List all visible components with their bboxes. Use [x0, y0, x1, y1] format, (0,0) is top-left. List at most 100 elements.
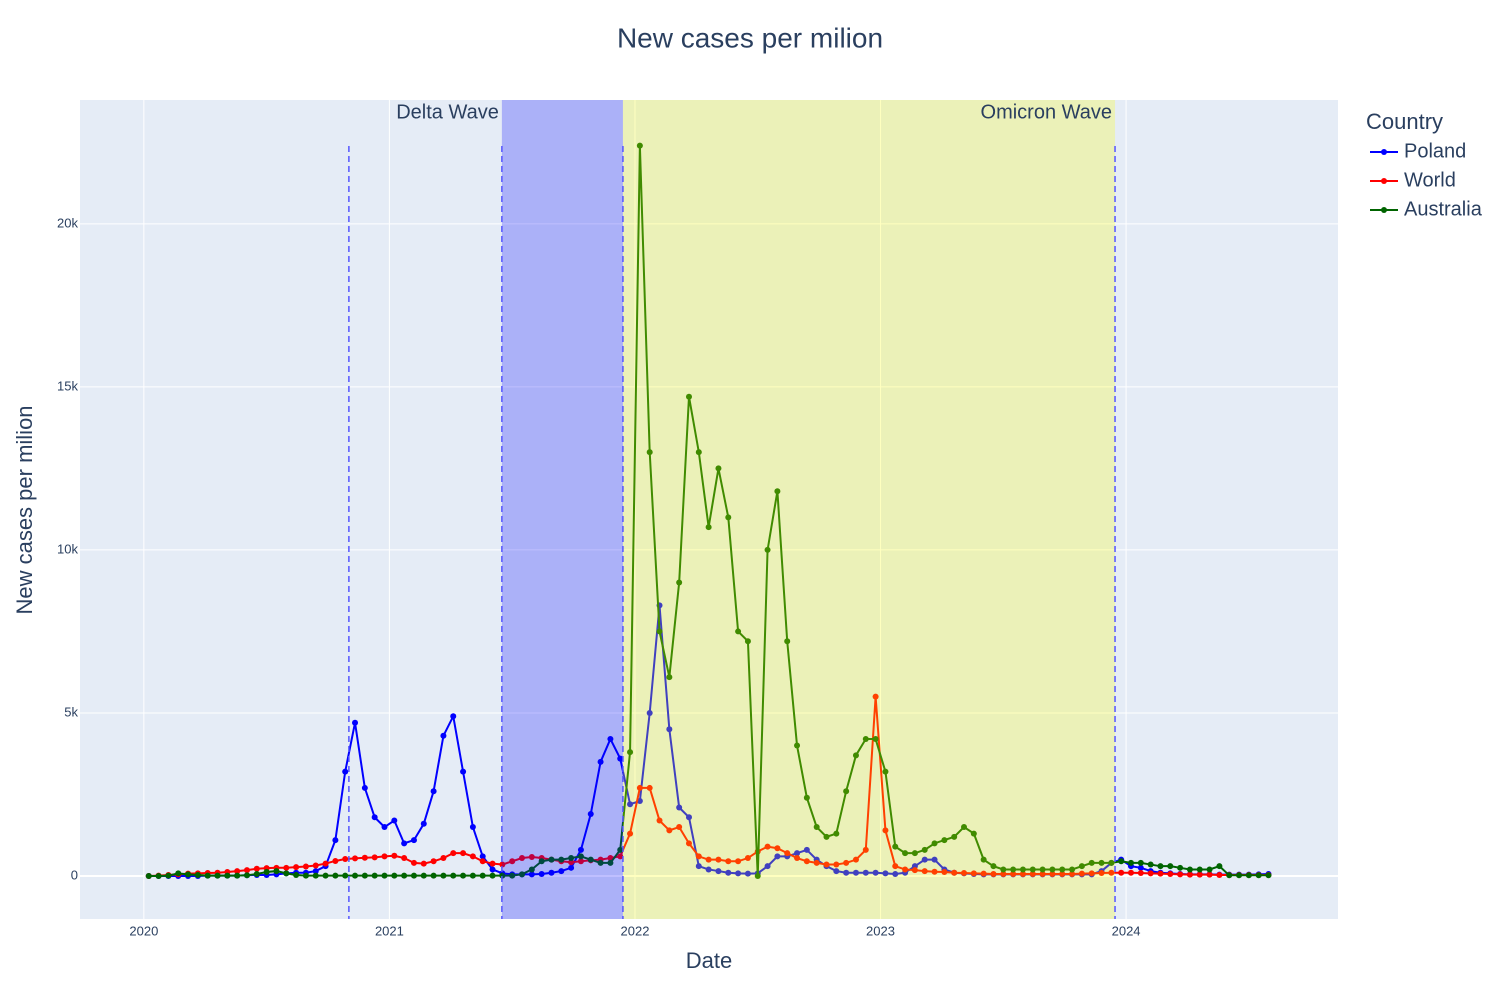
- data-point: [735, 870, 742, 877]
- data-point: [636, 784, 643, 791]
- data-point: [695, 853, 702, 860]
- data-point: [302, 872, 309, 879]
- data-point: [1186, 866, 1193, 873]
- data-point: [803, 846, 810, 853]
- data-point: [685, 814, 692, 821]
- data-point: [1127, 859, 1134, 866]
- data-point: [1049, 866, 1056, 873]
- legend-marker: [1381, 178, 1387, 184]
- data-point: [833, 861, 840, 868]
- data-point: [352, 719, 359, 726]
- data-point: [450, 713, 457, 720]
- data-point: [852, 869, 859, 876]
- data-point: [617, 853, 624, 860]
- data-point: [882, 827, 889, 834]
- y-tick-label: 20k: [57, 215, 78, 230]
- data-point: [1137, 870, 1144, 877]
- data-point: [685, 393, 692, 400]
- data-point: [1059, 871, 1066, 878]
- data-point: [1206, 866, 1213, 873]
- data-point: [528, 866, 535, 873]
- data-point: [1059, 866, 1066, 873]
- data-point: [1049, 871, 1056, 878]
- data-point: [862, 869, 869, 876]
- data-point: [676, 579, 683, 586]
- data-point: [155, 872, 162, 879]
- data-point: [460, 872, 467, 879]
- data-point: [1039, 871, 1046, 878]
- data-point: [676, 804, 683, 811]
- data-point: [1108, 869, 1115, 876]
- data-point: [911, 867, 918, 874]
- data-point: [234, 868, 241, 875]
- highlight-region: [501, 100, 623, 919]
- data-point: [754, 872, 761, 879]
- data-point: [204, 872, 211, 879]
- data-point: [1147, 861, 1154, 868]
- legend-marker: [1381, 149, 1387, 155]
- data-point: [410, 837, 417, 844]
- data-point: [528, 871, 535, 878]
- data-point: [469, 872, 476, 879]
- data-point: [744, 870, 751, 877]
- data-point: [1069, 866, 1076, 873]
- data-point: [302, 863, 309, 870]
- data-point: [872, 869, 879, 876]
- data-point: [361, 854, 368, 861]
- data-point: [892, 863, 899, 870]
- data-point: [764, 546, 771, 553]
- data-point: [489, 860, 496, 867]
- data-point: [263, 869, 270, 876]
- data-point: [430, 858, 437, 865]
- data-point: [705, 866, 712, 873]
- data-point: [676, 824, 683, 831]
- data-point: [715, 856, 722, 863]
- data-point: [1029, 871, 1036, 878]
- data-point: [990, 871, 997, 878]
- data-point: [656, 628, 663, 635]
- data-point: [872, 736, 879, 743]
- data-point: [1216, 863, 1223, 870]
- data-point: [440, 732, 447, 739]
- data-point: [892, 843, 899, 850]
- data-point: [911, 850, 918, 857]
- data-point: [1196, 866, 1203, 873]
- data-point: [852, 856, 859, 863]
- data-point: [420, 872, 427, 879]
- data-point: [519, 871, 526, 878]
- data-point: [1137, 864, 1144, 871]
- data-point: [283, 864, 290, 871]
- data-point: [499, 861, 506, 868]
- data-point: [332, 872, 339, 879]
- data-point: [460, 850, 467, 857]
- data-point: [342, 768, 349, 775]
- data-point: [813, 859, 820, 866]
- data-point: [391, 872, 398, 879]
- annotation: Omicron Wave: [981, 101, 1113, 123]
- data-point: [1029, 866, 1036, 873]
- data-point: [371, 854, 378, 861]
- data-point: [381, 824, 388, 831]
- data-point: [165, 872, 172, 879]
- data-point: [1196, 871, 1203, 878]
- data-point: [194, 871, 201, 878]
- y-tick-label: 15k: [57, 378, 78, 393]
- data-point: [794, 742, 801, 749]
- data-point: [892, 871, 899, 878]
- y-axis-title: New cases per milion: [12, 405, 37, 614]
- data-point: [175, 870, 182, 877]
- legend-label: World: [1404, 169, 1456, 191]
- data-point: [450, 850, 457, 857]
- data-point: [420, 820, 427, 827]
- data-point: [990, 863, 997, 870]
- data-point: [941, 837, 948, 844]
- data-point: [902, 850, 909, 857]
- x-tick-label: 2024: [1112, 923, 1141, 938]
- data-point: [646, 709, 653, 716]
- x-tick-label: 2022: [621, 923, 650, 938]
- data-point: [685, 840, 692, 847]
- data-point: [185, 871, 192, 878]
- data-point: [558, 868, 565, 875]
- data-point: [1088, 859, 1095, 866]
- data-point: [283, 870, 290, 877]
